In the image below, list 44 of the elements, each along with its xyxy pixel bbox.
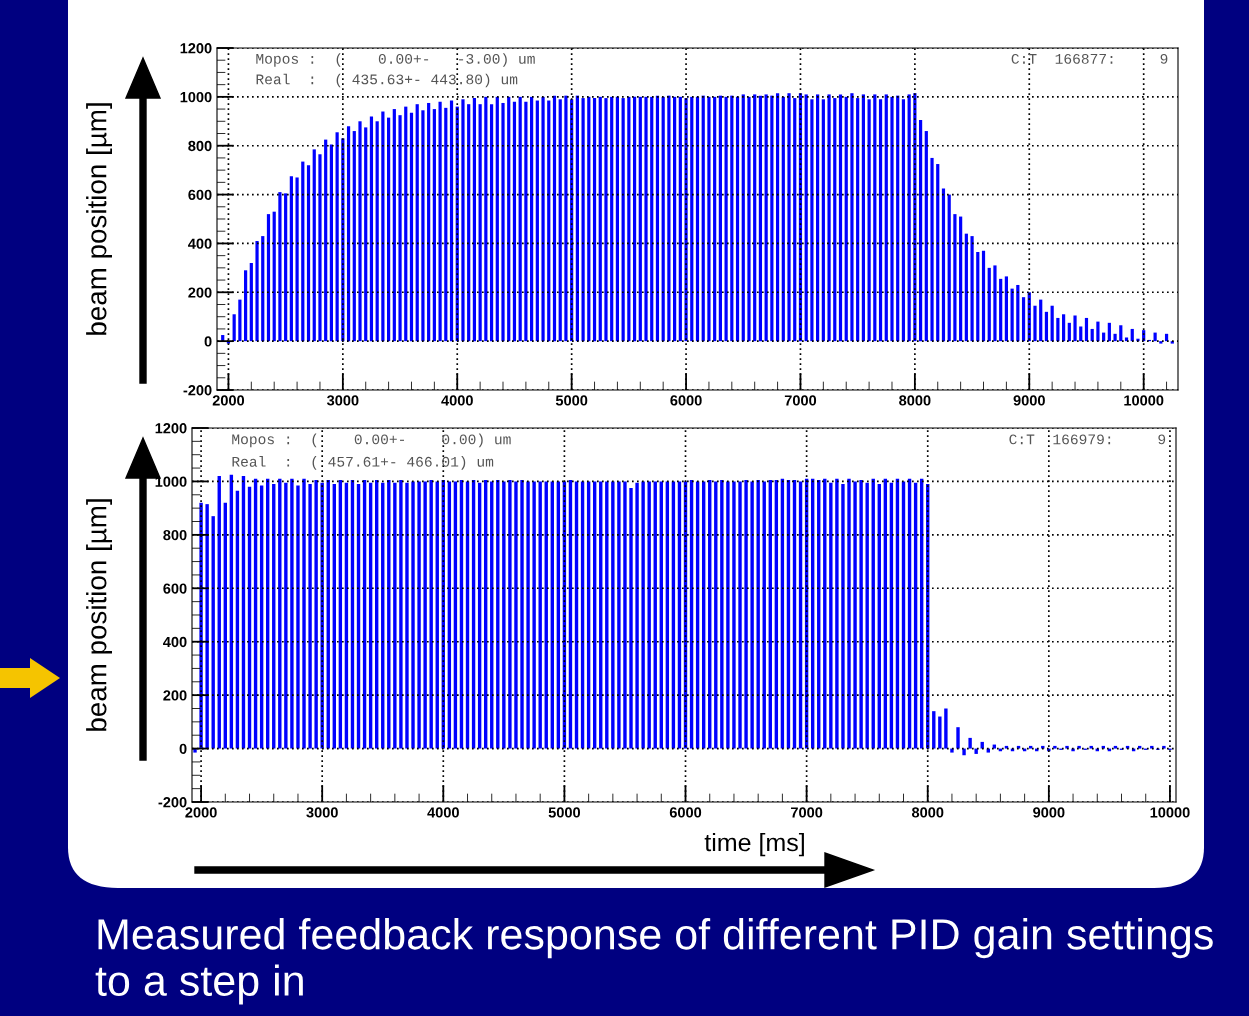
- annotation: Real : ( 457.61+- 466.01) um: [232, 456, 494, 470]
- y-tick-label: 600: [163, 583, 187, 594]
- x-axis-title: time [ms]: [704, 833, 804, 857]
- x-tick-label: 6000: [670, 395, 702, 406]
- x-tick-label: 9000: [1013, 395, 1045, 406]
- y-tick-label: 1000: [155, 476, 187, 487]
- x-tick-label: 9000: [1033, 807, 1065, 818]
- annotation: Real : ( 435.63+- 443.80) um: [256, 73, 518, 88]
- y-tick-label: 0: [179, 743, 187, 754]
- y-axis-title: beam position [µm]: [86, 103, 112, 335]
- y-tick-label: 200: [163, 690, 187, 701]
- y-tick-label: 200: [188, 287, 212, 298]
- x-tick-label: 4000: [427, 807, 459, 818]
- y-tick-label: 1000: [180, 91, 212, 103]
- x-tick-label: 3000: [306, 807, 338, 818]
- x-tick-label: 5000: [555, 395, 588, 406]
- y-tick-label: 1200: [155, 423, 187, 434]
- annotation: Mopos : ( 0.00+- 0.00) um: [232, 433, 511, 448]
- x-tick-label: 7000: [784, 395, 817, 406]
- x-tick-label: 10000: [1150, 807, 1190, 818]
- y-tick-label: 600: [188, 189, 212, 200]
- y-tick-label: 800: [163, 529, 187, 541]
- y-tick-label: 1200: [180, 43, 212, 54]
- x-tick-label: 3000: [326, 395, 359, 406]
- annotation: Mopos : ( 0.00+- -3.00) um: [256, 53, 535, 67]
- x-tick-label: 8000: [899, 395, 931, 406]
- x-tick-label: 5000: [548, 807, 581, 818]
- x-tick-label: 2000: [212, 395, 245, 406]
- annotation: C:T 166979: 9: [1009, 434, 1166, 445]
- y-tick-label: 400: [163, 636, 187, 648]
- annotation: C:T 166877: 9: [1011, 53, 1168, 64]
- y-tick-label: 400: [188, 238, 212, 249]
- text: Measured feedback response of different PID gain settings to a step in: [95, 918, 1213, 1005]
- y-tick-label: -200: [183, 385, 212, 396]
- y-axis-title: beam position [µm]: [86, 499, 112, 731]
- y-tick-label: -200: [158, 797, 187, 808]
- x-tick-label: 8000: [911, 807, 944, 818]
- x-tick-label: 7000: [791, 807, 823, 818]
- y-tick-label: 800: [188, 140, 212, 152]
- x-tick-label: 6000: [669, 807, 702, 818]
- x-tick-label: 4000: [441, 395, 473, 406]
- x-tick-label: 2000: [185, 807, 217, 818]
- x-tick-label: 10000: [1124, 395, 1164, 406]
- y-tick-label: 0: [204, 336, 212, 347]
